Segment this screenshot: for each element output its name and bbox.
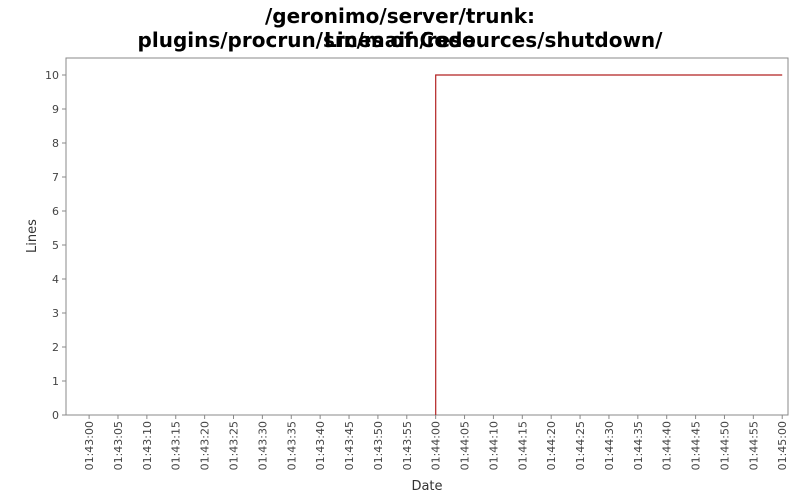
x-axis: 01:43:00 01:43:05 01:43:10 01:43:15 01:43:20… xyxy=(83,415,789,470)
x-tick-label: 01:43:40 xyxy=(314,421,327,470)
y-tick-label: 3 xyxy=(52,307,59,320)
x-tick-label: 01:44:30 xyxy=(603,421,616,470)
x-axis-label: Date xyxy=(411,479,442,494)
x-tick-label: 01:44:50 xyxy=(718,421,731,470)
y-axis-label: Lines xyxy=(25,219,40,253)
y-tick-label: 4 xyxy=(52,273,59,286)
series-group xyxy=(435,74,783,415)
x-tick-label: 01:44:10 xyxy=(487,421,500,470)
x-tick-label: 01:43:25 xyxy=(228,421,241,470)
x-tick-label: 01:43:10 xyxy=(141,421,154,470)
x-tick-label: 01:43:20 xyxy=(199,421,212,470)
x-tick-label: 01:43:00 xyxy=(83,421,96,470)
y-tick-label: 0 xyxy=(52,409,59,422)
x-tick-label: 01:44:55 xyxy=(747,421,760,470)
x-tick-label: 01:43:50 xyxy=(372,421,385,470)
x-tick-label: 01:44:00 xyxy=(430,421,443,470)
chart-title: /geronimo/server/trunk: plugins/procrun/… xyxy=(137,4,663,52)
x-tick-label: 01:43:30 xyxy=(256,421,269,470)
x-tick-label: 01:43:45 xyxy=(343,421,356,470)
x-tick-label: 01:45:00 xyxy=(776,421,789,470)
y-tick-label: 1 xyxy=(52,375,59,388)
x-tick-label: 01:43:05 xyxy=(112,421,125,470)
x-tick-label: 01:44:20 xyxy=(545,421,558,470)
y-tick-label: 9 xyxy=(52,103,59,116)
y-tick-label: 10 xyxy=(45,69,59,82)
x-tick-label: 01:43:35 xyxy=(285,421,298,470)
plot-area xyxy=(65,57,789,416)
x-tick-label: 01:44:45 xyxy=(690,421,703,470)
x-tick-label: 01:44:35 xyxy=(632,421,645,470)
y-tick-label: 6 xyxy=(52,205,59,218)
x-tick-label: 01:44:05 xyxy=(459,421,472,470)
x-tick-label: 01:44:15 xyxy=(516,421,529,470)
x-tick-label: 01:43:55 xyxy=(401,421,414,470)
y-tick-label: 7 xyxy=(52,171,59,184)
x-tick-label: 01:43:15 xyxy=(170,421,183,470)
y-axis: 0 1 2 3 4 5 6 7 8 9 10 xyxy=(45,69,66,422)
series-line xyxy=(435,74,783,415)
y-tick-label: 5 xyxy=(52,239,59,252)
chart-subtitle: Lines of Code xyxy=(324,28,476,52)
x-tick-label: 01:44:40 xyxy=(661,421,674,470)
y-tick-label: 2 xyxy=(52,341,59,354)
x-tick-label: 01:44:25 xyxy=(574,421,587,470)
y-tick-label: 8 xyxy=(52,137,59,150)
